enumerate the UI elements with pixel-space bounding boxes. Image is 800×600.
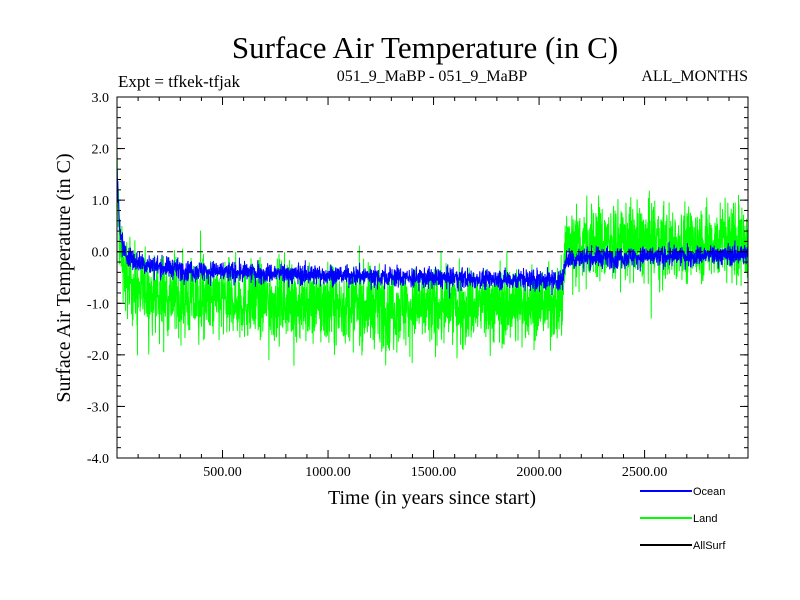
y-tick-label: -3.0 xyxy=(87,400,109,415)
y-axis-label: Surface Air Temperature (in C) xyxy=(53,153,75,402)
y-tick-label: 3.0 xyxy=(92,91,110,106)
legend-label-allsurf: AllSurf xyxy=(693,540,726,552)
chart-subtitle-right: ALL_MONTHS xyxy=(641,68,748,85)
axes-layer: 3.0 2.0 1.0 0.0 -1.0 -2.0 -3.0 -4.0 500.00 1000.0… xyxy=(87,91,749,480)
series-land-line xyxy=(117,144,748,366)
chart-title: Surface Air Temperature (in C) xyxy=(232,30,618,65)
x-tick-label: 1000.00 xyxy=(305,465,351,480)
series-layer xyxy=(117,144,748,366)
x-axis-label: Time (in years since start) xyxy=(328,487,536,509)
y-tick-label: -4.0 xyxy=(87,452,109,467)
x-tick-label: 1500.00 xyxy=(411,465,457,480)
x-tick-label: 2000.00 xyxy=(516,465,562,480)
y-tick-label: -1.0 xyxy=(87,297,109,312)
legend: Ocean Land AllSurf xyxy=(640,486,726,552)
chart-subtitle-center: 051_9_MaBP - 051_9_MaBP xyxy=(337,68,528,85)
y-tick-label: 1.0 xyxy=(92,194,110,209)
y-tick-label: 0.0 xyxy=(92,246,110,261)
series-ocean-line xyxy=(117,168,748,299)
y-tick-label: -2.0 xyxy=(87,349,109,364)
x-tick-label: 500.00 xyxy=(203,465,242,480)
legend-label-land: Land xyxy=(693,513,717,525)
plot-frame xyxy=(116,96,749,459)
chart-subtitle-left: Expt = tfkek-tfjak xyxy=(118,72,240,91)
legend-label-ocean: Ocean xyxy=(693,486,725,498)
x-tick-label: 2500.00 xyxy=(622,465,668,480)
y-tick-label: 2.0 xyxy=(92,143,110,158)
